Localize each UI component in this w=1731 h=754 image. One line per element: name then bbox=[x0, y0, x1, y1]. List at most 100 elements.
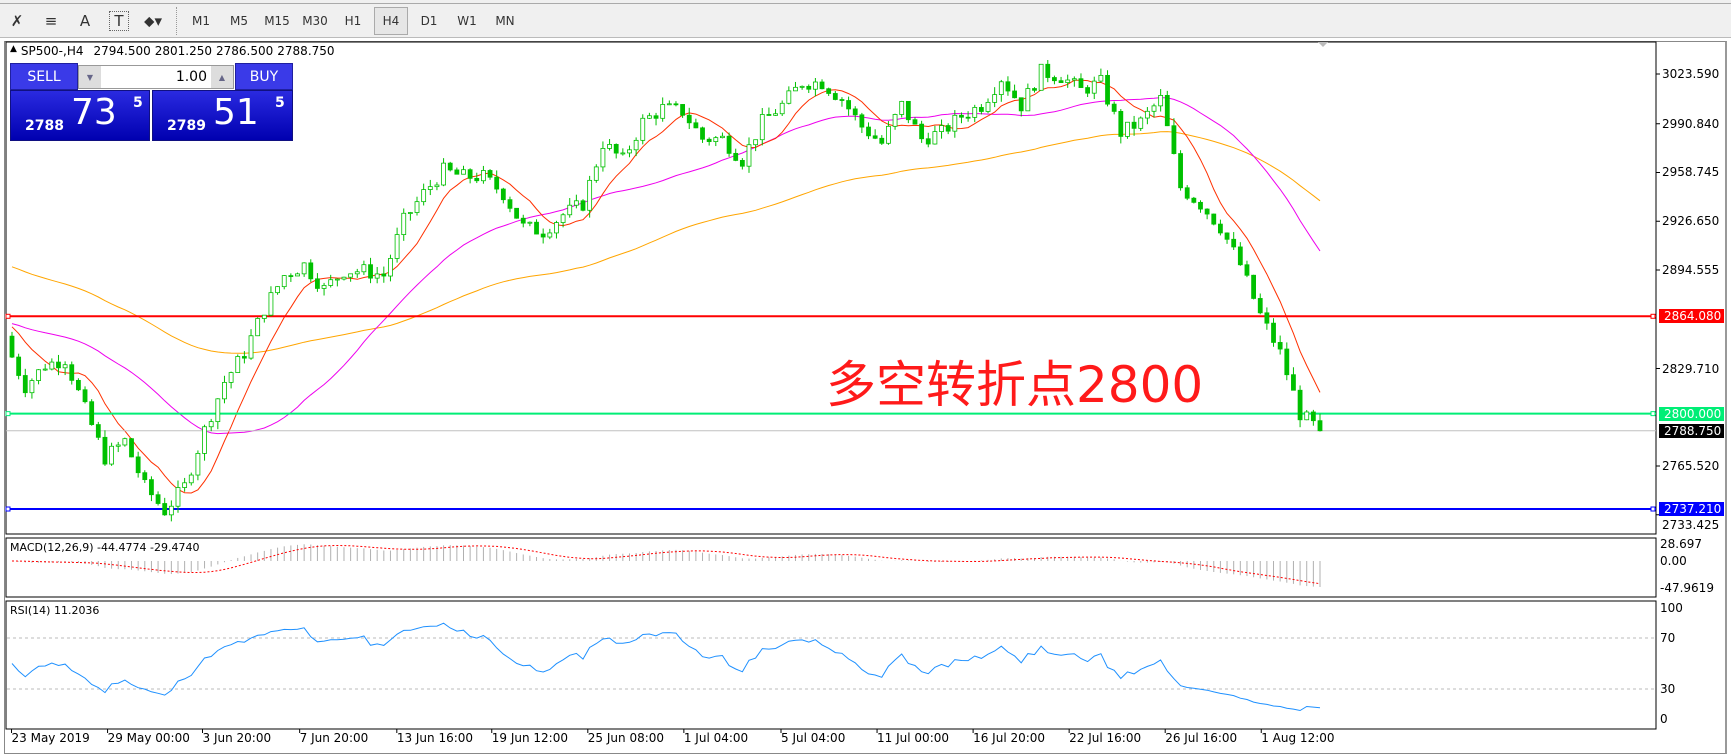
timeframe-mn[interactable]: MN bbox=[495, 13, 515, 28]
bull-candle bbox=[301, 262, 307, 275]
bull-candle bbox=[215, 398, 221, 423]
price-axis-label: 2990.840 bbox=[1662, 116, 1720, 131]
timeframe-w1[interactable]: W1 bbox=[457, 13, 477, 28]
hline-price-tag: 2737.210 bbox=[1659, 502, 1724, 516]
high-value: 2801.250 bbox=[154, 44, 213, 58]
bull-candle bbox=[985, 101, 991, 112]
bear-candle bbox=[1211, 213, 1217, 225]
bear-candle bbox=[733, 152, 739, 161]
bull-candle bbox=[793, 86, 798, 92]
bull-candle bbox=[666, 103, 672, 106]
price-axis-label: 2733.425 bbox=[1662, 518, 1720, 532]
bull-candle bbox=[461, 169, 466, 175]
bull-candle bbox=[228, 372, 234, 383]
bull-candle bbox=[992, 94, 998, 103]
bull-candle bbox=[593, 166, 599, 181]
bull-candle bbox=[713, 137, 719, 142]
buy-button[interactable]: BUY bbox=[235, 63, 293, 90]
bear-candle bbox=[1131, 121, 1137, 129]
timeframe-m1[interactable]: M1 bbox=[192, 13, 210, 28]
rsi-panel-border bbox=[5, 600, 1657, 730]
bear-candle bbox=[1012, 90, 1017, 99]
timeframe-m5[interactable]: M5 bbox=[230, 13, 248, 28]
text-label-icon[interactable]: T bbox=[109, 10, 129, 31]
timeframe-m30[interactable]: M30 bbox=[302, 13, 328, 28]
timeframe-h1[interactable]: H1 bbox=[344, 13, 362, 28]
bear-candle bbox=[859, 114, 865, 128]
bear-candle bbox=[1085, 87, 1091, 94]
time-axis-label: 5 Jul 04:00 bbox=[781, 731, 846, 745]
shift-marker-icon bbox=[1318, 42, 1328, 47]
bear-candle bbox=[368, 264, 373, 279]
bear-candle bbox=[534, 221, 539, 235]
bear-candle bbox=[1310, 411, 1316, 422]
time-axis-label: 1 Jul 04:00 bbox=[683, 731, 749, 745]
bear-candle bbox=[653, 115, 659, 119]
bull-candle bbox=[554, 222, 559, 234]
bull-candle bbox=[248, 335, 254, 359]
bull-candle bbox=[434, 184, 440, 188]
bear-candle bbox=[1244, 264, 1250, 276]
bull-candle bbox=[773, 113, 778, 116]
bull-candle bbox=[892, 114, 898, 127]
price-axis-label: 3023.590 bbox=[1662, 67, 1720, 81]
timeframe-d1[interactable]: D1 bbox=[420, 13, 438, 28]
bull-candle bbox=[633, 139, 639, 151]
bear-candle bbox=[1045, 63, 1051, 78]
bear-candle bbox=[308, 262, 314, 280]
bull-candle bbox=[109, 445, 114, 465]
bull-candle bbox=[998, 81, 1004, 95]
bull-candle bbox=[441, 162, 446, 186]
sell-button[interactable]: SELL bbox=[10, 63, 78, 90]
chart-annotation[interactable]: 多空转折点2800 bbox=[826, 356, 1204, 414]
lot-size-input[interactable]: ▼ 1.00 ▲ bbox=[78, 65, 234, 89]
bull-candle bbox=[886, 125, 891, 144]
buy-price-button[interactable]: 2789 51 5 bbox=[152, 90, 293, 141]
bear-candle bbox=[706, 138, 712, 142]
bull-candle bbox=[1304, 411, 1310, 421]
toolbar-separator bbox=[176, 6, 178, 35]
bear-candle bbox=[467, 169, 473, 179]
bear-candle bbox=[89, 401, 95, 425]
lot-increase-icon[interactable]: ▲ bbox=[211, 66, 233, 88]
sell-price-main: 73 bbox=[71, 92, 117, 133]
bear-candle bbox=[315, 278, 320, 289]
bull-candle bbox=[295, 273, 300, 277]
timeframe-m15[interactable]: M15 bbox=[264, 13, 290, 28]
line-handle bbox=[5, 313, 11, 319]
bear-candle bbox=[56, 361, 61, 369]
bear-candle bbox=[507, 199, 513, 209]
timeframe-h4[interactable]: H4 bbox=[374, 6, 408, 35]
lot-decrease-icon[interactable]: ▼ bbox=[79, 66, 101, 88]
bear-candle bbox=[905, 100, 911, 121]
hline-price-tag: 2800.000 bbox=[1659, 406, 1724, 421]
one-click-trading-panel: SELL ▼ 1.00 ▲ BUY 2788 73 5 2789 51 5 bbox=[10, 63, 293, 141]
bear-candle bbox=[1277, 342, 1283, 350]
sell-price-button[interactable]: 2788 73 5 bbox=[10, 90, 150, 141]
elliott-wave-icon[interactable]: ✗ bbox=[10, 11, 24, 30]
bull-candle bbox=[1038, 63, 1044, 91]
buy-price-main: 51 bbox=[213, 92, 259, 133]
close-value: 2788.750 bbox=[277, 44, 335, 58]
rsi-label: RSI(14) 11.2036 bbox=[10, 604, 100, 617]
fibonacci-icon[interactable]: ≡ bbox=[44, 11, 58, 30]
bear-candle bbox=[155, 494, 161, 504]
bear-candle bbox=[700, 127, 705, 140]
bear-candle bbox=[766, 114, 772, 116]
bear-candle bbox=[846, 100, 851, 110]
bull-candle bbox=[188, 474, 194, 484]
lot-value[interactable]: 1.00 bbox=[175, 69, 207, 85]
bull-candle bbox=[268, 292, 274, 316]
bear-candle bbox=[1317, 420, 1323, 432]
collapse-icon[interactable]: ▲ bbox=[10, 44, 17, 54]
bear-candle bbox=[965, 116, 971, 119]
bull-candle bbox=[261, 314, 267, 319]
bull-candle bbox=[640, 117, 646, 141]
bear-candle bbox=[693, 122, 699, 129]
arrows-icon[interactable]: ⬥▾ bbox=[143, 11, 163, 30]
bull-candle bbox=[354, 271, 360, 275]
bull-candle bbox=[587, 179, 593, 211]
text-icon[interactable]: A bbox=[79, 11, 91, 30]
bull-candle bbox=[42, 368, 48, 371]
